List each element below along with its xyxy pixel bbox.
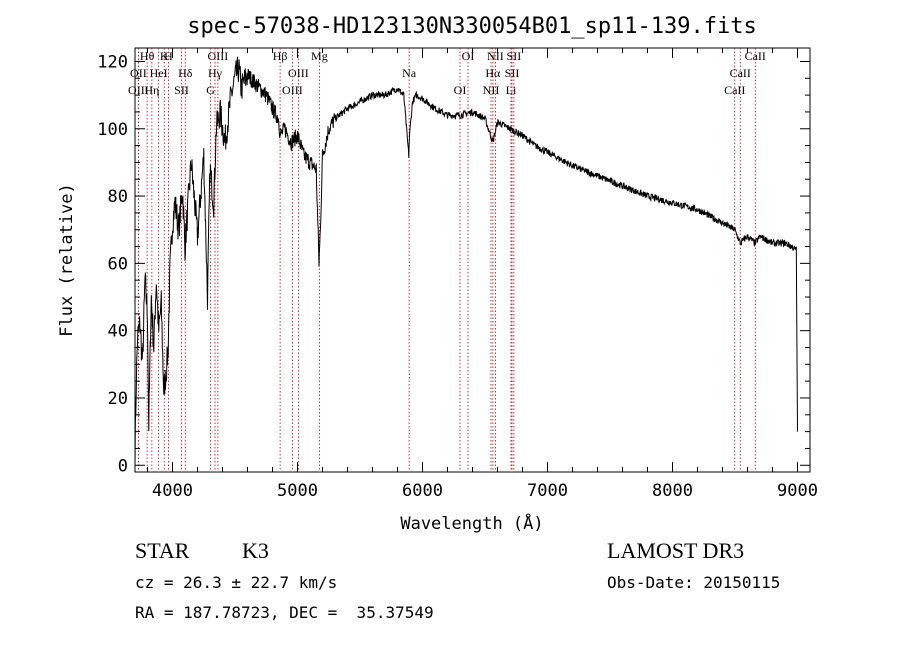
line-marker-label: OIII [128,83,149,97]
y-tick-label: 0 [118,456,128,476]
line-marker-label: Mg [311,49,328,63]
line-marker-label: Hβ [273,49,288,63]
line-markers: HθOIIOIIIKHeIHηHHδSIIOIIIHγGHβOIIIOIIIMg… [128,48,766,472]
line-marker-label: HeI [150,66,168,80]
line-marker-label: G [206,83,215,97]
line-marker-label: OIII [208,49,229,63]
line-marker-label: Hθ [140,49,155,63]
line-marker-label: OI [454,83,467,97]
line-marker-label: NII [483,83,500,97]
y-axis: 0 20 40 60 80 100 120 [97,52,810,476]
line-marker-label: NII [487,49,504,63]
x-axis: 4000 5000 6000 7000 8000 9000 [147,48,818,501]
x-tick-label: 5000 [277,481,318,501]
line-marker-label: Hη [144,83,159,97]
line-marker-label: SII [174,83,189,97]
x-tick-label: 7000 [527,481,568,501]
y-tick-label: 120 [97,52,128,72]
observation-date: Obs-Date: 20150115 [607,573,781,592]
spectrum-line [134,56,798,466]
line-marker-label: OI [462,49,475,63]
y-tick-label: 60 [108,254,128,274]
line-marker-label: CaII [745,49,766,63]
line-marker-label: Na [402,66,417,80]
y-tick-label: 80 [108,187,128,207]
line-marker-label: Hδ [178,66,193,80]
line-marker-label: CaII [730,66,751,80]
plot-frame [134,47,811,473]
line-marker-label: SII [507,49,522,63]
line-marker-label: SII [505,66,520,80]
object-class: STAR [135,538,190,563]
y-tick-label: 40 [108,322,128,342]
x-tick-label: 4000 [152,481,193,501]
x-tick-label: 6000 [402,481,443,501]
line-marker-label: H [164,49,173,63]
redshift-info: cz = 26.3 ± 22.7 km/s [135,573,338,592]
chart-title: spec-57038-HD123130N330054B01_sp11-139.f… [187,14,757,39]
line-marker-label: OIII [282,83,303,97]
line-marker-label: CaII [724,83,745,97]
line-marker-label: OIII [288,66,309,80]
survey-name: LAMOST DR3 [607,538,745,563]
x-axis-label: Wavelength (Å) [400,512,543,534]
y-axis-label: Flux (relative) [57,183,77,337]
line-marker-label: K [160,49,169,63]
object-subclass: K3 [242,538,269,563]
line-marker-label: Li [506,83,517,97]
y-tick-label: 20 [108,389,128,409]
x-tick-label: 9000 [777,481,818,501]
coordinates-info: RA = 187.78723, DEC = 35.37549 [135,603,434,622]
x-tick-label: 8000 [652,481,693,501]
line-marker-label: Hα [485,66,501,80]
line-marker-label: Hγ [208,66,223,80]
y-tick-label: 100 [97,120,128,140]
